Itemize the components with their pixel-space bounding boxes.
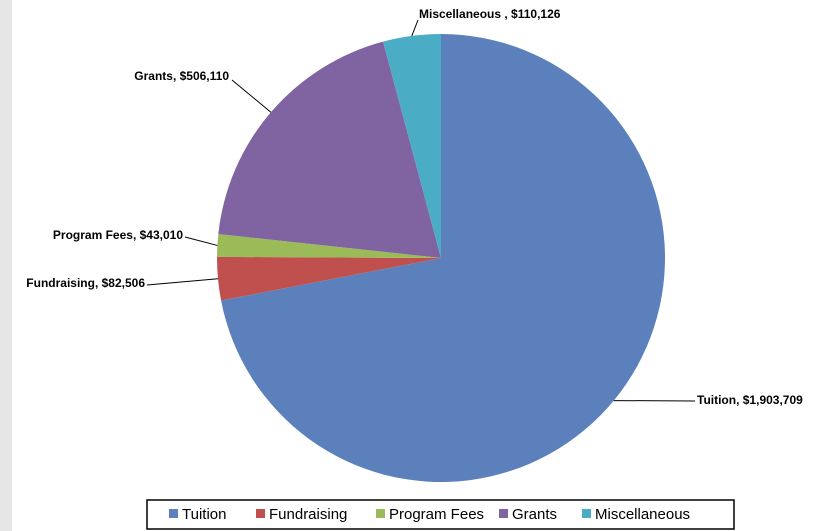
leader-line [184, 236, 218, 246]
legend-label: Fundraising [269, 506, 347, 523]
pie-slice [217, 256, 441, 301]
pie-slice [383, 34, 441, 258]
legend-swatch [376, 509, 385, 518]
data-label: Fundraising, $82,506 [26, 276, 145, 290]
data-label: Grants, $506,110 [134, 69, 229, 83]
data-label: Program Fees, $43,010 [53, 228, 183, 242]
data-labels: Tuition, $1,903,709 Fundraising, $82,506 P… [26, 7, 803, 407]
legend-label: Tuition [182, 506, 226, 523]
pie [217, 34, 665, 482]
data-label: Tuition, $1,903,709 [697, 393, 803, 407]
legend-box [146, 499, 735, 530]
legend-label: Grants [512, 506, 557, 523]
legend-swatch [582, 509, 591, 518]
side-strip [0, 0, 12, 531]
legend: Tuition Fundraising Program Fees Grants Misc… [169, 506, 690, 523]
data-label: Miscellaneous , $110,126 [419, 7, 561, 21]
pie-slice [221, 34, 665, 482]
legend-swatch [499, 509, 508, 518]
legend-swatch [169, 509, 178, 518]
leader-line [231, 79, 272, 113]
leader-line [146, 278, 219, 286]
legend-swatch [256, 509, 265, 518]
leader-line [411, 19, 419, 37]
legend-label: Miscellaneous [595, 506, 690, 523]
legend-label: Program Fees [389, 506, 484, 523]
pie-slice [218, 41, 441, 259]
pie-slice [217, 234, 441, 258]
